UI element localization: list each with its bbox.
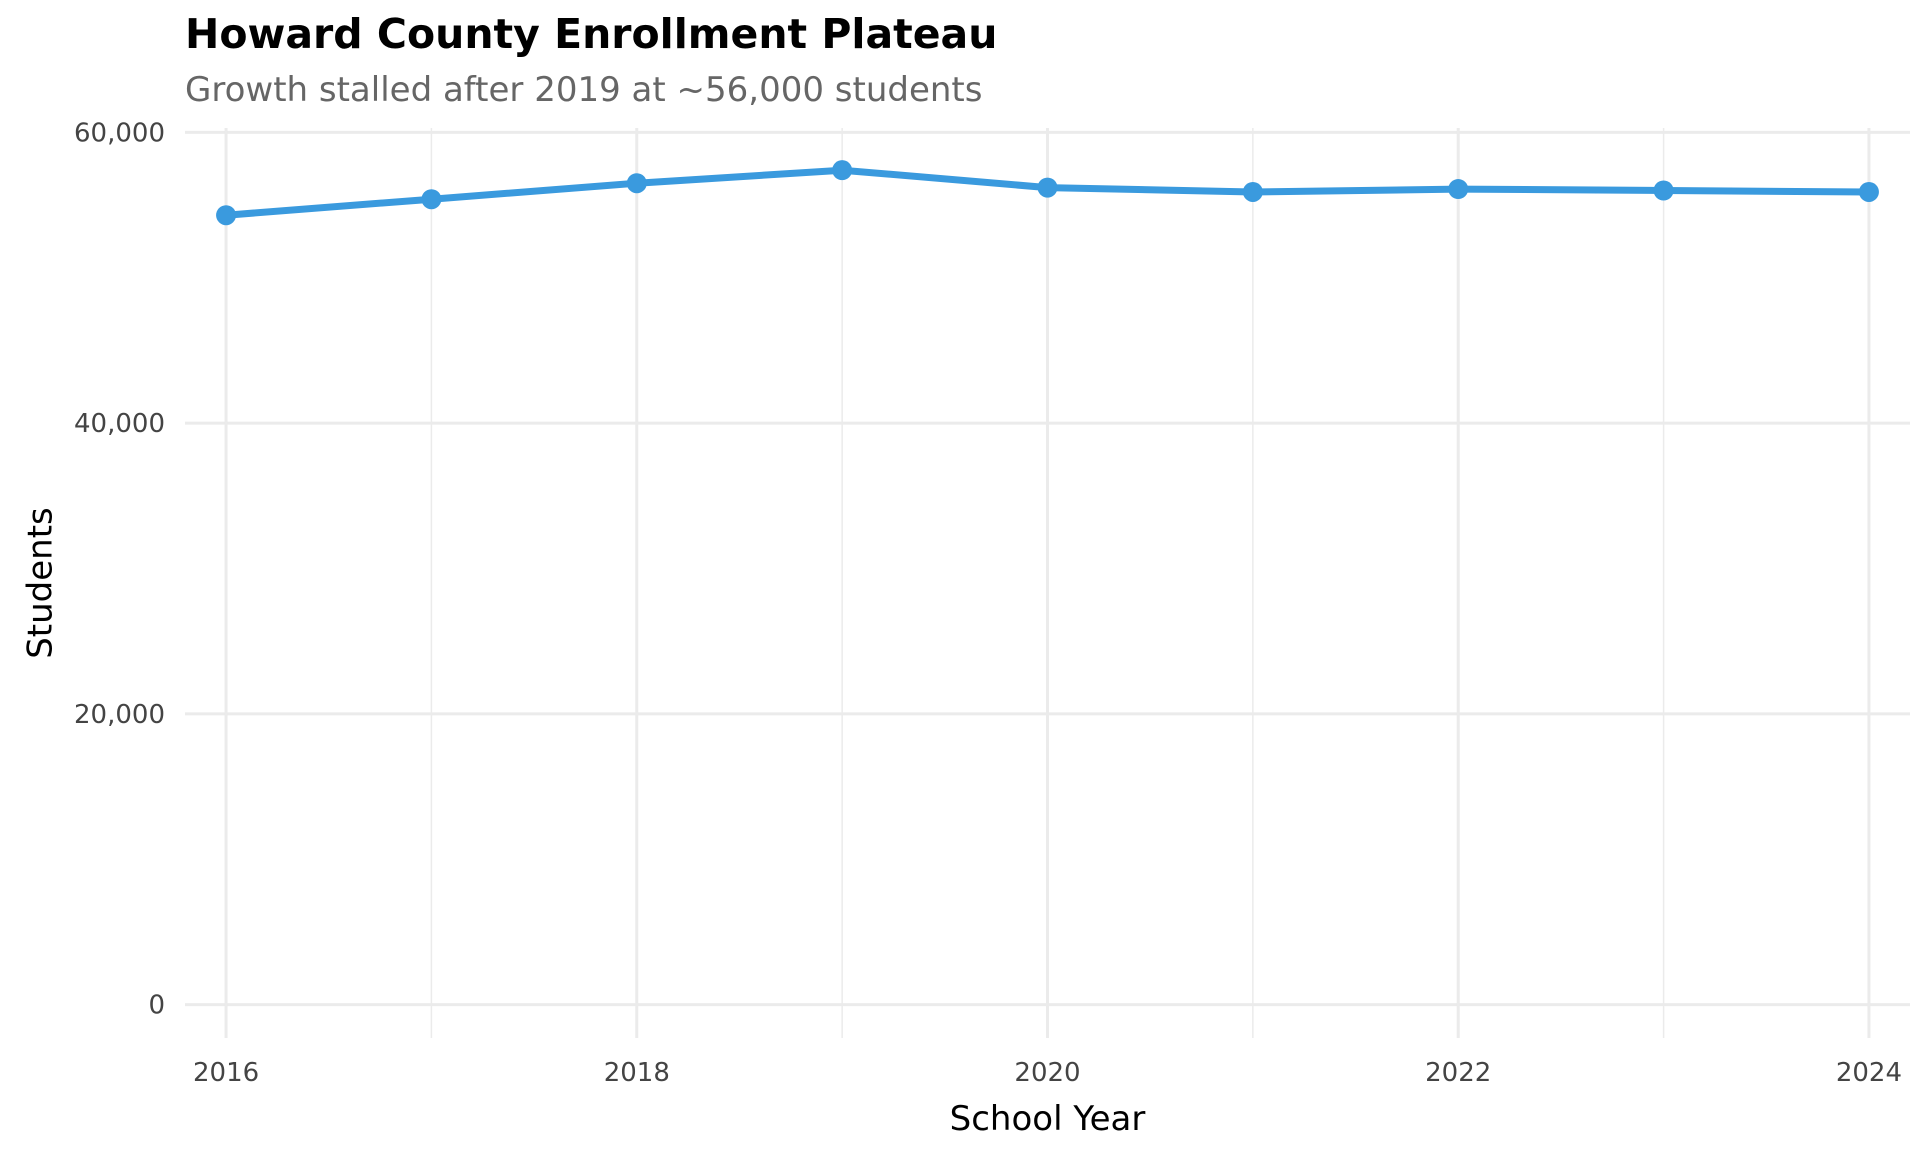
tick-labels: 0 20,000 40,000 60,000 2016 2018 2020 2022 2024 [74, 118, 1902, 1088]
y-tick-label: 0 [148, 991, 165, 1021]
data-point [1242, 181, 1263, 202]
y-tick-label: 40,000 [74, 409, 165, 439]
x-tick-label: 2022 [1425, 1058, 1491, 1088]
y-axis-title: Students [21, 507, 61, 659]
data-point [1653, 180, 1674, 201]
y-tick-label: 20,000 [74, 700, 165, 730]
x-tick-label: 2020 [1014, 1058, 1080, 1088]
chart-subtitle: Growth stalled after 2019 at ~56,000 stu… [185, 70, 983, 110]
data-point [421, 189, 442, 210]
y-tick-label: 60,000 [74, 118, 165, 148]
x-tick-label: 2016 [193, 1058, 259, 1088]
data-point [216, 205, 237, 226]
x-tick-label: 2018 [604, 1058, 670, 1088]
series-enrollment [216, 160, 1879, 226]
data-point [1037, 177, 1058, 198]
grid-lines [185, 128, 1910, 1038]
chart-title: Howard County Enrollment Plateau [185, 10, 998, 58]
data-point [1858, 181, 1879, 202]
data-point [1448, 179, 1469, 200]
data-point [832, 160, 853, 181]
data-point [626, 173, 647, 194]
x-axis-title: School Year [950, 1099, 1146, 1139]
x-tick-label: 2024 [1836, 1058, 1902, 1088]
